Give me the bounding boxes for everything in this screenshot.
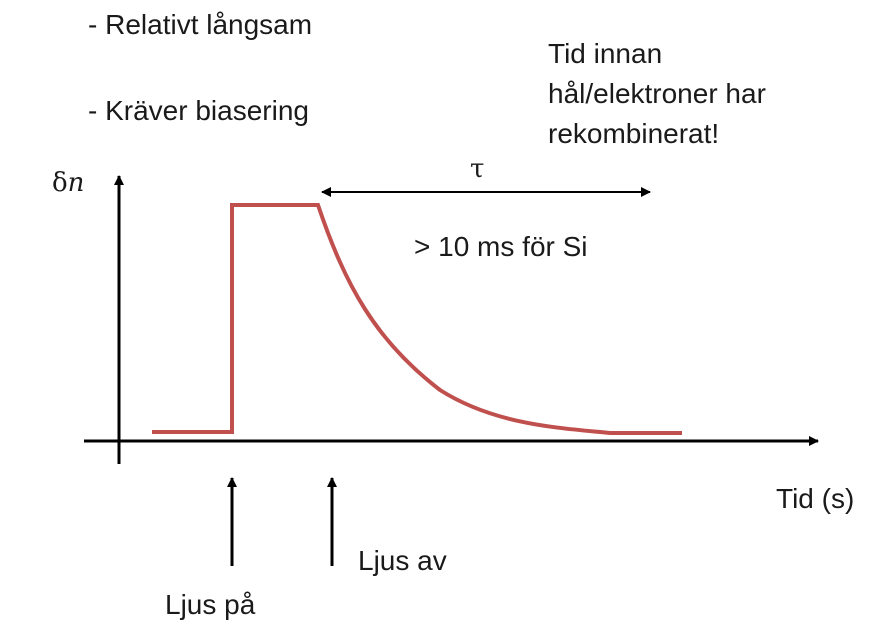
light-on-label: Ljus på bbox=[165, 589, 256, 620]
recombination-note: Tid innan hål/elektroner har rekombinera… bbox=[548, 34, 766, 154]
light-off-label: Ljus av bbox=[358, 545, 447, 576]
y-axis-variable: n bbox=[67, 168, 85, 198]
note-line-2: hål/elektroner har bbox=[548, 78, 766, 109]
tau-symbol: τ bbox=[470, 154, 485, 184]
lifetime-label: > 10 ms för Si bbox=[414, 231, 588, 262]
note-line-3: rekombinerat! bbox=[548, 118, 720, 149]
bullet-requires-bias: - Kräver biasering bbox=[88, 95, 309, 126]
x-axis-label: Tid (s) bbox=[776, 483, 855, 514]
carrier-concentration-curve bbox=[152, 203, 682, 435]
bullet-relatively-slow: - Relativt långsam bbox=[88, 9, 313, 40]
y-axis-label: δn bbox=[52, 166, 84, 200]
y-axis-delta: δ bbox=[52, 168, 68, 198]
note-line-1: Tid innan bbox=[548, 38, 663, 69]
